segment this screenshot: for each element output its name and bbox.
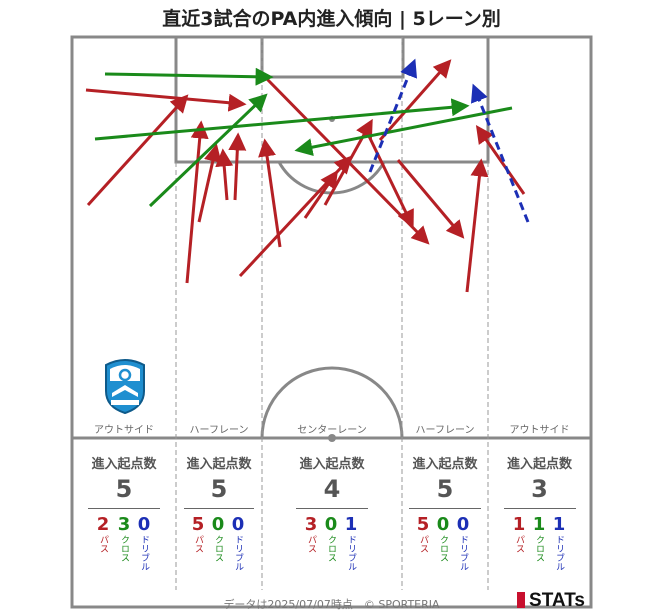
cross-arrow (104, 67, 274, 86)
pass-arrow (215, 148, 234, 201)
dribble-count-outside-left: 0 ドリブル (137, 514, 151, 572)
center-circle (260, 366, 404, 439)
club-logo (105, 359, 145, 415)
brand-mark-icon (517, 592, 526, 608)
stat-head-outside-right: 進入起点数 (506, 457, 572, 472)
stat-rule (88, 508, 160, 509)
pass-arrow (86, 94, 189, 207)
stat-head-center: 進入起点数 (299, 457, 365, 472)
brand-text: STATs (529, 590, 585, 611)
footer-credit: データは2025/07/07時点 © SPORTERIA (223, 598, 440, 611)
cross-count-halfspace-right: 0 クロス (436, 514, 450, 563)
pass-arrow (85, 88, 247, 112)
chart-title: 直近3試合のPA内進入傾向 | 5レーン別 (162, 8, 501, 30)
dribble-count-center: 1 ドリブル (344, 514, 358, 572)
dribble-count-halfspace-left: 0 ドリブル (231, 514, 245, 572)
stat-head-outside-left: 進入起点数 (91, 457, 157, 472)
cross-count-outside-right: 1 クロス (532, 514, 546, 563)
pass-count-halfspace-left: 5 パス (191, 514, 205, 554)
lane-label-outside-left: アウトサイド (94, 425, 154, 436)
pass-arrow (197, 143, 222, 223)
pass-arrow (364, 129, 414, 229)
cross-count-outside-left: 3 クロス (117, 514, 131, 563)
dribble-arrow (470, 83, 530, 223)
stat-rule (184, 508, 254, 509)
pass-count-halfspace-right: 5 パス (416, 514, 430, 554)
lane-label-halfspace-left: ハーフレーン (189, 425, 249, 436)
stat-total-outside-right: 3 (531, 475, 548, 503)
cross-count-halfspace-left: 0 クロス (211, 514, 225, 563)
center-spot (328, 434, 336, 442)
pass-arrow (465, 158, 489, 293)
dribble-arrow (368, 58, 418, 173)
stat-total-outside-left: 5 (115, 475, 133, 503)
pass-arrow (475, 125, 526, 195)
pass-arrow (228, 132, 247, 201)
stat-rule (296, 508, 368, 509)
pass-arrow (396, 159, 465, 239)
stat-head-halfspace-left: 進入起点数 (186, 457, 252, 472)
pass-count-center: 3 パス (304, 514, 318, 554)
dribble-count-halfspace-right: 0 ドリブル (456, 514, 470, 572)
entry-arrows (85, 58, 530, 293)
stat-total-halfspace-right: 5 (436, 475, 454, 503)
stat-head-halfspace-right: 進入起点数 (412, 457, 478, 472)
stat-total-halfspace-left: 5 (210, 475, 228, 503)
dribble-count-outside-right: 1 ドリブル (552, 514, 566, 572)
stat-rule (504, 508, 576, 509)
lane-label-outside-right: アウトサイド (509, 425, 570, 436)
cross-count-center: 0 クロス (324, 514, 338, 563)
cross-arrow (148, 93, 268, 208)
pass-arrow (303, 170, 339, 219)
stat-total-center: 4 (323, 475, 341, 503)
lane-label-halfspace-right: ハーフレーン (415, 425, 475, 436)
brand-logo: STATs (517, 590, 585, 612)
stat-rule (409, 508, 481, 509)
cross-arrow (94, 98, 470, 141)
lane-label-center: センターレーン (297, 425, 367, 436)
pass-arrow (185, 120, 209, 284)
goal-area (260, 35, 405, 79)
pass-arrow (258, 138, 282, 248)
pass-count-outside-right: 1 パス (512, 514, 526, 554)
pass-count-outside-left: 2 パス (96, 514, 110, 554)
cross-arrow (294, 106, 513, 157)
pass-arrow (378, 59, 452, 141)
